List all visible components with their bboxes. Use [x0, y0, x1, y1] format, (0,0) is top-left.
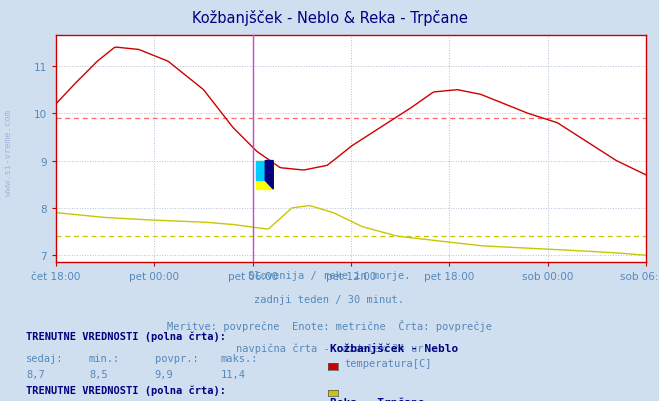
- Text: sedaj:: sedaj:: [26, 353, 64, 363]
- Text: TRENUTNE VREDNOSTI (polna črta):: TRENUTNE VREDNOSTI (polna črta):: [26, 385, 226, 395]
- Text: Reka - Trpčane: Reka - Trpčane: [330, 396, 424, 401]
- Text: 8,5: 8,5: [89, 369, 107, 379]
- Text: Meritve: povprečne  Enote: metrične  Črta: povprečje: Meritve: povprečne Enote: metrične Črta:…: [167, 319, 492, 331]
- Text: povpr.:: povpr.:: [155, 353, 198, 363]
- Text: zadnji teden / 30 minut.: zadnji teden / 30 minut.: [254, 295, 405, 305]
- Text: 8,7: 8,7: [26, 369, 45, 379]
- Bar: [256, 161, 266, 181]
- Text: Kožbanjšček - Neblo & Reka - Trpčane: Kožbanjšček - Neblo & Reka - Trpčane: [192, 10, 467, 26]
- Polygon shape: [266, 161, 273, 190]
- Text: min.:: min.:: [89, 353, 120, 363]
- Text: 9,9: 9,9: [155, 369, 173, 379]
- Bar: [256, 161, 273, 190]
- Text: maks.:: maks.:: [221, 353, 258, 363]
- Text: Slovenija / reke in morje.: Slovenija / reke in morje.: [248, 271, 411, 281]
- Text: temperatura[C]: temperatura[C]: [344, 358, 432, 368]
- Text: Kožbanjšček - Neblo: Kožbanjšček - Neblo: [330, 342, 458, 353]
- Text: 11,4: 11,4: [221, 369, 246, 379]
- Text: www.si-vreme.com: www.si-vreme.com: [4, 109, 13, 195]
- Text: navpična črta - razdelek 24 ur: navpična črta - razdelek 24 ur: [236, 343, 423, 353]
- Text: TRENUTNE VREDNOSTI (polna črta):: TRENUTNE VREDNOSTI (polna črta):: [26, 331, 226, 341]
